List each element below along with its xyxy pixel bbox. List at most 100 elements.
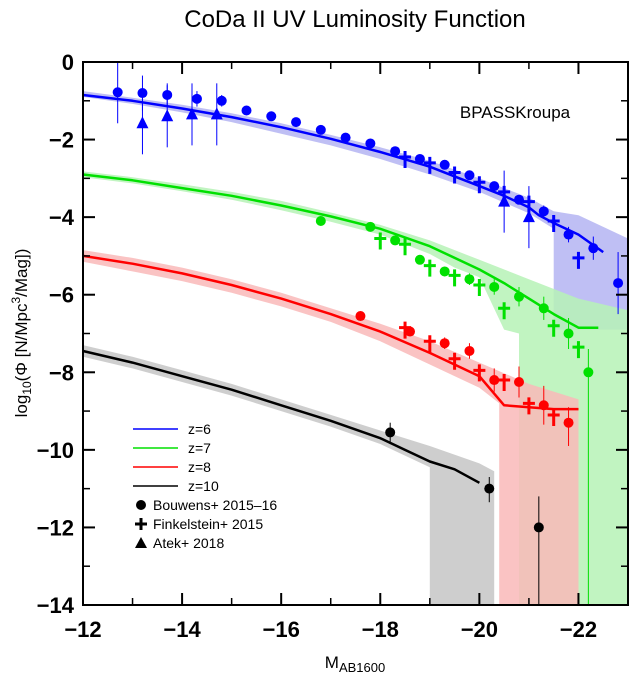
finkelstein-cross — [423, 259, 436, 277]
bouwens-circle — [464, 345, 475, 356]
finkelstein-point-z7 — [572, 341, 585, 359]
bouwens-circle — [315, 124, 326, 135]
x-axis-label-main: M — [325, 653, 339, 672]
bouwens-point-z6 — [191, 91, 202, 107]
y-tick-label: −12 — [37, 515, 74, 540]
bouwens-circle — [588, 243, 599, 254]
bouwens-circle — [514, 291, 524, 302]
model-line-z7 — [82, 173, 599, 329]
bouwens-point-z6 — [315, 124, 326, 135]
y-axis-label-sup: 3 — [9, 297, 23, 304]
y-tick-label: −6 — [49, 283, 74, 308]
model-uncertainty-bands — [83, 91, 628, 605]
bouwens-circle — [241, 105, 252, 116]
atek-triangle — [498, 194, 511, 207]
legend-item-z6: z=6 — [133, 421, 211, 437]
atek-point-z6 — [210, 83, 223, 146]
finkelstein-cross — [448, 166, 461, 184]
bouwens-circle — [405, 326, 415, 337]
bouwens-point-z7 — [538, 296, 549, 320]
x-tick-label: −20 — [461, 617, 498, 642]
finkelstein-point-z7 — [399, 238, 412, 256]
finkelstein-point-z6 — [423, 156, 436, 174]
y-axis-label-mid: (Φ [N/Mpc — [12, 303, 31, 381]
bouwens-circle — [191, 93, 202, 104]
bouwens-point-z6 — [340, 132, 351, 143]
legend-circle-icon — [136, 500, 146, 510]
bouwens-circle — [291, 117, 302, 128]
bouwens-point-z6 — [162, 83, 173, 107]
bouwens-point-z6 — [414, 153, 425, 164]
y-tick-label: −8 — [49, 360, 74, 385]
bouwens-point-z10 — [385, 422, 396, 445]
x-axis-label: MAB1600 — [325, 653, 385, 675]
y-axis-label-sub: 10 — [20, 381, 34, 395]
bouwens-point-z6 — [241, 105, 252, 116]
bouwens-circle — [439, 159, 450, 170]
legend-item-z10: z=10 — [133, 478, 219, 494]
bouwens-point-z7 — [489, 279, 500, 295]
band-z8 — [83, 250, 579, 605]
bouwens-point-z7 — [464, 273, 475, 286]
legend-item-z7: z=7 — [133, 440, 211, 456]
bouwens-point-z8 — [405, 326, 415, 337]
bouwens-circle — [365, 138, 376, 149]
bouwens-point-z7 — [315, 216, 326, 227]
legend-label: z=6 — [188, 421, 211, 437]
x-tick-label: −14 — [163, 617, 201, 642]
finkelstein-point-z8 — [522, 397, 535, 415]
atek-triangle — [161, 109, 174, 122]
x-tick-label: −16 — [263, 617, 300, 642]
finkelstein-cross — [572, 341, 585, 359]
bouwens-circle — [538, 400, 549, 411]
bouwens-circle — [315, 216, 326, 227]
bouwens-point-z7 — [583, 349, 594, 605]
bouwens-circle — [613, 278, 624, 289]
bouwens-point-z7 — [365, 221, 376, 232]
bouwens-point-z8 — [439, 337, 450, 350]
observation-points — [112, 62, 624, 605]
bouwens-point-z6 — [266, 111, 277, 122]
finkelstein-point-z7 — [473, 279, 486, 297]
bouwens-point-z6 — [216, 94, 227, 107]
bouwens-point-z8 — [563, 407, 574, 446]
bouwens-circle — [414, 153, 425, 164]
finkelstein-point-z7 — [374, 232, 387, 250]
y-axis-label-end: /Mag]) — [12, 249, 31, 297]
atek-point-z6 — [498, 170, 511, 233]
finkelstein-cross — [547, 319, 560, 337]
bouwens-circle — [137, 88, 148, 99]
y-tick-label: −2 — [49, 128, 74, 153]
finkelstein-cross — [399, 238, 412, 256]
bouwens-circle — [489, 281, 500, 292]
bouwens-circle — [216, 95, 227, 106]
finkelstein-cross — [547, 408, 560, 426]
finkelstein-point-z8 — [498, 374, 511, 392]
x-tick-label: −18 — [362, 617, 399, 642]
legend-item-cross: Finkelstein+ 2015 — [135, 516, 263, 532]
bouwens-circle — [464, 170, 475, 181]
bouwens-point-z6 — [538, 205, 549, 218]
bouwens-circle — [563, 328, 574, 339]
atek-point-z6 — [522, 186, 535, 249]
atek-triangle — [186, 107, 198, 120]
legend-label: z=8 — [188, 459, 211, 475]
bouwens-point-z8 — [514, 366, 524, 398]
legend-item-triangle: Atek+ 2018 — [135, 535, 224, 551]
atek-triangle — [522, 210, 535, 223]
bouwens-point-z7 — [514, 286, 524, 307]
bouwens-circle — [489, 181, 500, 192]
axes: −12 −14 −16 −18 −20 −220−2−4−6−8−10−12−14 — [37, 50, 629, 642]
bouwens-point-z6 — [112, 62, 123, 124]
finkelstein-point-z7 — [547, 319, 560, 337]
legend-label: Finkelstein+ 2015 — [153, 516, 263, 532]
y-tick-label: −10 — [37, 438, 74, 463]
bouwens-point-z6 — [514, 194, 524, 205]
bouwens-circle — [489, 375, 500, 386]
bouwens-circle — [266, 111, 277, 122]
bouwens-point-z6 — [291, 117, 302, 128]
bouwens-point-z6 — [439, 159, 450, 170]
bouwens-point-z10 — [533, 496, 544, 605]
bouwens-circle — [355, 311, 366, 322]
